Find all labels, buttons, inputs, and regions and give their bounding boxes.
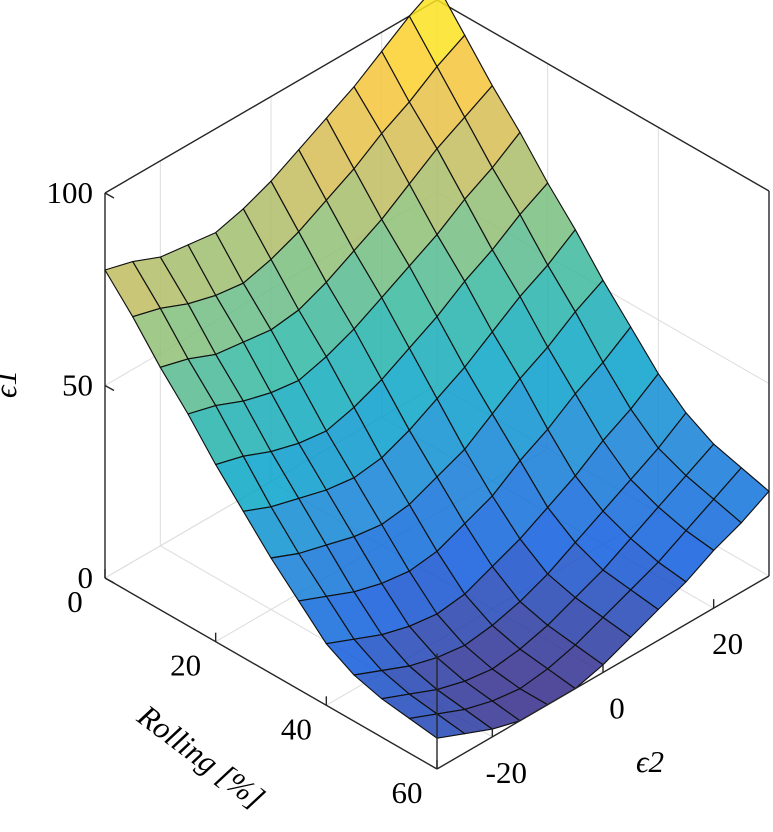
- box-edge-top-right: [436, 0, 770, 192]
- tick-marks: [104, 192, 715, 769]
- box-edge-top-left: [104, 0, 438, 194]
- z-tick: [104, 577, 115, 584]
- z-tick: [104, 384, 115, 392]
- tick-labels: 0 20 40 60 -20 0 20 0 50 100: [47, 175, 744, 810]
- z-tick: [104, 192, 115, 199]
- x-tick-label: 40: [281, 711, 312, 746]
- z-tick-label: 100: [47, 175, 94, 210]
- x-tick-label: 60: [392, 775, 423, 810]
- x-axis-label: Rolling [%]: [130, 697, 271, 815]
- z-tick-label: 0: [78, 560, 94, 595]
- y-tick-label: 0: [609, 691, 625, 726]
- y-tick-label: -20: [486, 755, 527, 790]
- surface-mesh: [104, 0, 770, 739]
- y-axis-label: ϵ2: [636, 744, 664, 779]
- y-tick-label: 20: [712, 626, 743, 661]
- box-edge-bottom-left: [104, 577, 438, 770]
- z-tick-label: 50: [62, 368, 93, 403]
- z-axis-label: ϵ1: [0, 370, 23, 398]
- x-tick-label: 0: [67, 584, 83, 619]
- x-tick-label: 20: [170, 648, 201, 683]
